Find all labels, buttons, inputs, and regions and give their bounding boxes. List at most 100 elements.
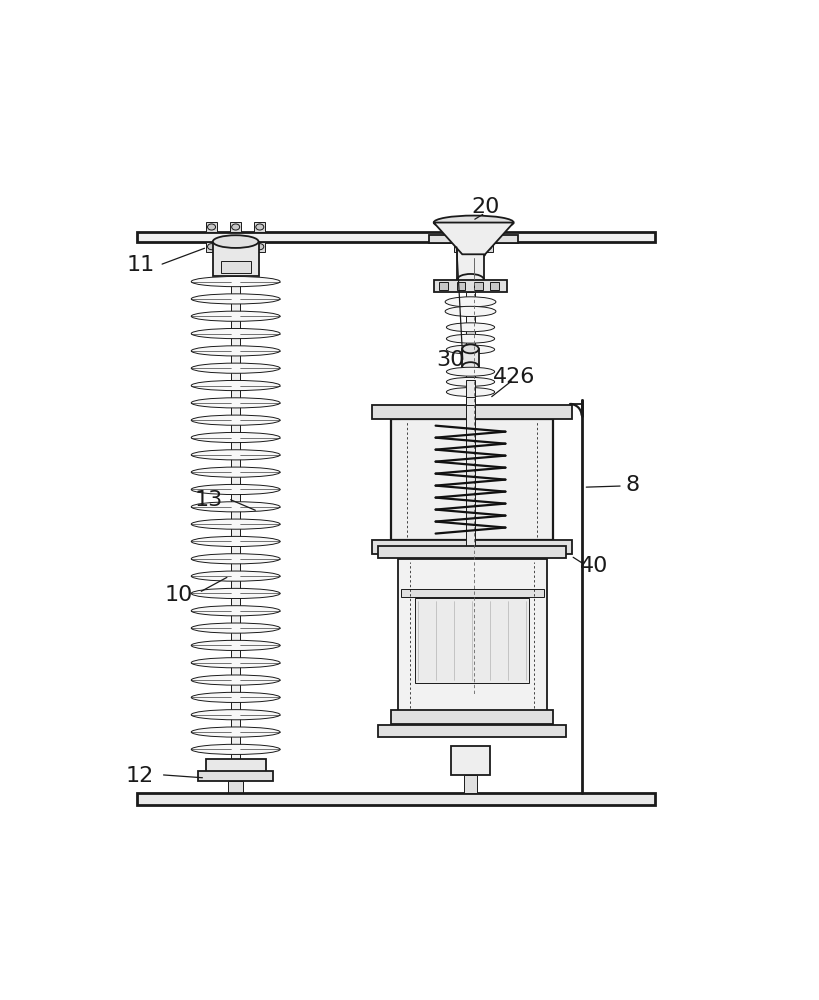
Text: 20: 20 [471,197,500,217]
Ellipse shape [191,571,280,581]
Ellipse shape [191,623,280,633]
Bar [429,235,518,243]
Bar [473,282,482,290]
Ellipse shape [191,658,280,668]
Bar [466,397,475,405]
Ellipse shape [191,588,280,599]
Ellipse shape [191,554,280,564]
Ellipse shape [446,377,495,386]
Ellipse shape [191,380,280,391]
Bar [466,380,475,554]
Ellipse shape [446,367,495,376]
Ellipse shape [446,345,495,354]
Ellipse shape [191,675,280,685]
Bar [482,242,493,252]
Ellipse shape [446,388,495,396]
Ellipse shape [191,294,280,304]
Ellipse shape [191,727,280,737]
Ellipse shape [191,640,280,650]
Ellipse shape [455,224,464,230]
Bar [213,242,259,276]
Bar [466,292,475,397]
Ellipse shape [191,536,280,547]
Ellipse shape [445,306,495,316]
Ellipse shape [232,224,240,230]
Bar [391,419,553,540]
Ellipse shape [484,224,491,230]
Bar [138,232,654,242]
Bar [206,242,217,252]
Bar [206,222,217,232]
Text: 8: 8 [626,475,640,495]
Ellipse shape [191,710,280,720]
Bar [372,540,572,554]
Ellipse shape [191,484,280,495]
Bar [198,771,274,781]
Ellipse shape [207,224,215,230]
Bar [378,725,566,737]
Bar [221,261,251,273]
Bar [400,589,544,597]
Ellipse shape [191,502,280,512]
Ellipse shape [455,244,464,250]
Bar [397,559,547,711]
Bar [254,222,265,232]
Bar [230,222,242,232]
Text: 426: 426 [492,367,535,387]
Ellipse shape [191,692,280,702]
Bar [415,598,529,683]
Ellipse shape [191,606,280,616]
Bar [138,793,654,805]
Bar [491,282,499,290]
Ellipse shape [207,244,215,250]
Bar [434,280,507,292]
Text: 40: 40 [580,556,609,576]
Bar [231,242,240,781]
Ellipse shape [191,450,280,460]
Ellipse shape [191,398,280,408]
Ellipse shape [191,328,280,339]
Bar [462,349,479,367]
Ellipse shape [191,363,280,373]
Ellipse shape [232,244,240,250]
Ellipse shape [457,239,484,250]
Bar [440,282,448,290]
Ellipse shape [191,519,280,529]
Ellipse shape [213,235,259,248]
Bar [457,245,484,280]
Bar [254,242,265,252]
Ellipse shape [434,216,514,230]
Bar [482,222,493,232]
Text: 12: 12 [125,766,153,786]
Bar [454,242,465,252]
Ellipse shape [462,250,485,258]
Ellipse shape [191,311,280,321]
Ellipse shape [256,244,264,250]
Bar [378,546,566,558]
Text: 10: 10 [165,585,192,605]
Bar [456,282,465,290]
Ellipse shape [191,346,280,356]
Ellipse shape [191,415,280,425]
Ellipse shape [191,276,280,287]
Text: 13: 13 [195,490,223,510]
Ellipse shape [462,344,479,353]
Ellipse shape [484,244,491,250]
Ellipse shape [462,362,479,371]
Bar [228,781,243,797]
Ellipse shape [191,744,280,754]
Ellipse shape [446,334,495,343]
Bar [391,710,553,724]
Text: 30: 30 [436,350,464,370]
Bar [464,775,477,793]
Bar [454,222,465,232]
Bar [372,405,572,419]
Ellipse shape [256,224,264,230]
Bar [206,759,266,773]
Text: 11: 11 [126,255,155,275]
Ellipse shape [446,323,495,332]
Ellipse shape [457,274,484,285]
Ellipse shape [191,432,280,443]
Polygon shape [434,223,514,254]
Ellipse shape [191,467,280,477]
